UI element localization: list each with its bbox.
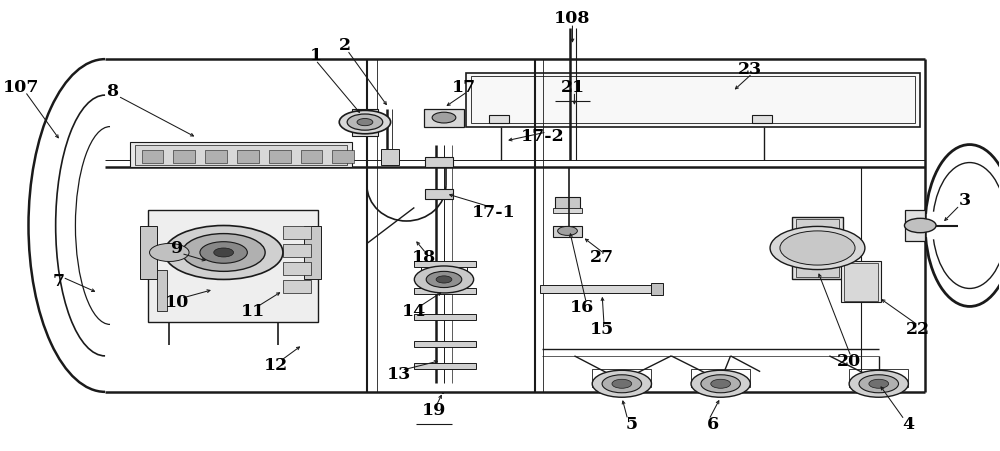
Circle shape [869, 379, 889, 388]
Circle shape [849, 370, 908, 397]
Circle shape [432, 112, 456, 123]
Text: 21: 21 [560, 78, 585, 96]
Circle shape [357, 119, 373, 126]
Circle shape [701, 375, 740, 393]
Bar [425, 189, 453, 198]
Text: 10: 10 [165, 295, 189, 311]
Text: 12: 12 [264, 357, 288, 374]
Text: 9: 9 [171, 240, 183, 258]
Text: 19: 19 [422, 402, 446, 419]
Bar [301, 150, 322, 162]
Bar [849, 369, 908, 387]
Bar [173, 150, 195, 162]
Text: 16: 16 [570, 299, 594, 316]
Bar [283, 244, 311, 257]
Bar [414, 363, 476, 369]
Bar [691, 369, 750, 387]
Bar [140, 226, 157, 280]
Bar [157, 271, 167, 311]
Circle shape [182, 234, 265, 272]
Circle shape [904, 218, 936, 233]
Text: 23: 23 [738, 60, 762, 78]
Bar [555, 197, 580, 210]
Bar [135, 145, 347, 165]
Circle shape [558, 226, 577, 235]
Bar [553, 208, 582, 213]
Text: 13: 13 [386, 366, 411, 383]
Bar [381, 149, 399, 165]
Circle shape [214, 248, 234, 257]
Bar [841, 262, 881, 302]
Text: 107: 107 [3, 78, 39, 96]
Text: 8: 8 [106, 83, 118, 100]
Text: 11: 11 [241, 304, 265, 320]
Circle shape [602, 375, 642, 393]
Bar [269, 150, 291, 162]
Text: 18: 18 [412, 249, 436, 267]
Text: 17: 17 [452, 78, 476, 96]
Bar [130, 143, 352, 167]
Circle shape [612, 379, 632, 388]
Bar [283, 226, 311, 239]
Bar [283, 281, 311, 293]
Circle shape [780, 231, 855, 265]
Bar [489, 115, 509, 123]
Circle shape [414, 266, 474, 293]
Text: 7: 7 [53, 273, 65, 290]
Circle shape [436, 276, 452, 283]
Text: 1: 1 [309, 47, 322, 64]
Bar [414, 313, 476, 320]
Bar [414, 261, 476, 267]
Bar [540, 285, 656, 293]
Bar [425, 157, 453, 167]
Bar [237, 150, 259, 162]
Bar [792, 216, 843, 280]
Bar [148, 210, 318, 322]
Text: 3: 3 [959, 192, 971, 209]
Text: 14: 14 [402, 304, 426, 320]
Text: 2: 2 [339, 37, 351, 54]
Circle shape [691, 370, 750, 397]
Circle shape [164, 226, 283, 280]
Circle shape [592, 370, 651, 397]
Text: 27: 27 [590, 249, 614, 267]
Bar [553, 226, 582, 237]
Bar [424, 109, 464, 127]
Bar [421, 265, 467, 293]
Bar [414, 341, 476, 347]
Circle shape [770, 226, 865, 270]
Bar [283, 262, 311, 275]
Bar [471, 76, 915, 123]
Bar [466, 73, 920, 127]
Bar [796, 219, 839, 277]
Bar [205, 150, 227, 162]
Bar [752, 115, 772, 123]
Bar [304, 226, 321, 280]
Circle shape [426, 272, 462, 288]
Bar [905, 210, 925, 241]
Text: 108: 108 [554, 10, 591, 27]
Bar [352, 109, 378, 136]
Text: 4: 4 [902, 416, 914, 433]
Bar [844, 263, 878, 300]
Text: 17-1: 17-1 [472, 204, 515, 221]
Circle shape [150, 244, 189, 262]
Text: 22: 22 [906, 321, 930, 338]
Bar [592, 369, 651, 387]
Circle shape [859, 375, 899, 393]
Text: 17-2: 17-2 [521, 128, 565, 145]
Bar [332, 150, 354, 162]
Bar [142, 150, 163, 162]
Text: 20: 20 [837, 353, 861, 370]
Text: 15: 15 [590, 321, 614, 338]
Circle shape [711, 379, 731, 388]
Text: 5: 5 [626, 416, 638, 433]
Text: 6: 6 [707, 416, 719, 433]
Circle shape [200, 242, 247, 263]
Bar [651, 283, 663, 295]
Circle shape [347, 114, 383, 130]
Circle shape [339, 110, 391, 134]
Bar [414, 288, 476, 294]
